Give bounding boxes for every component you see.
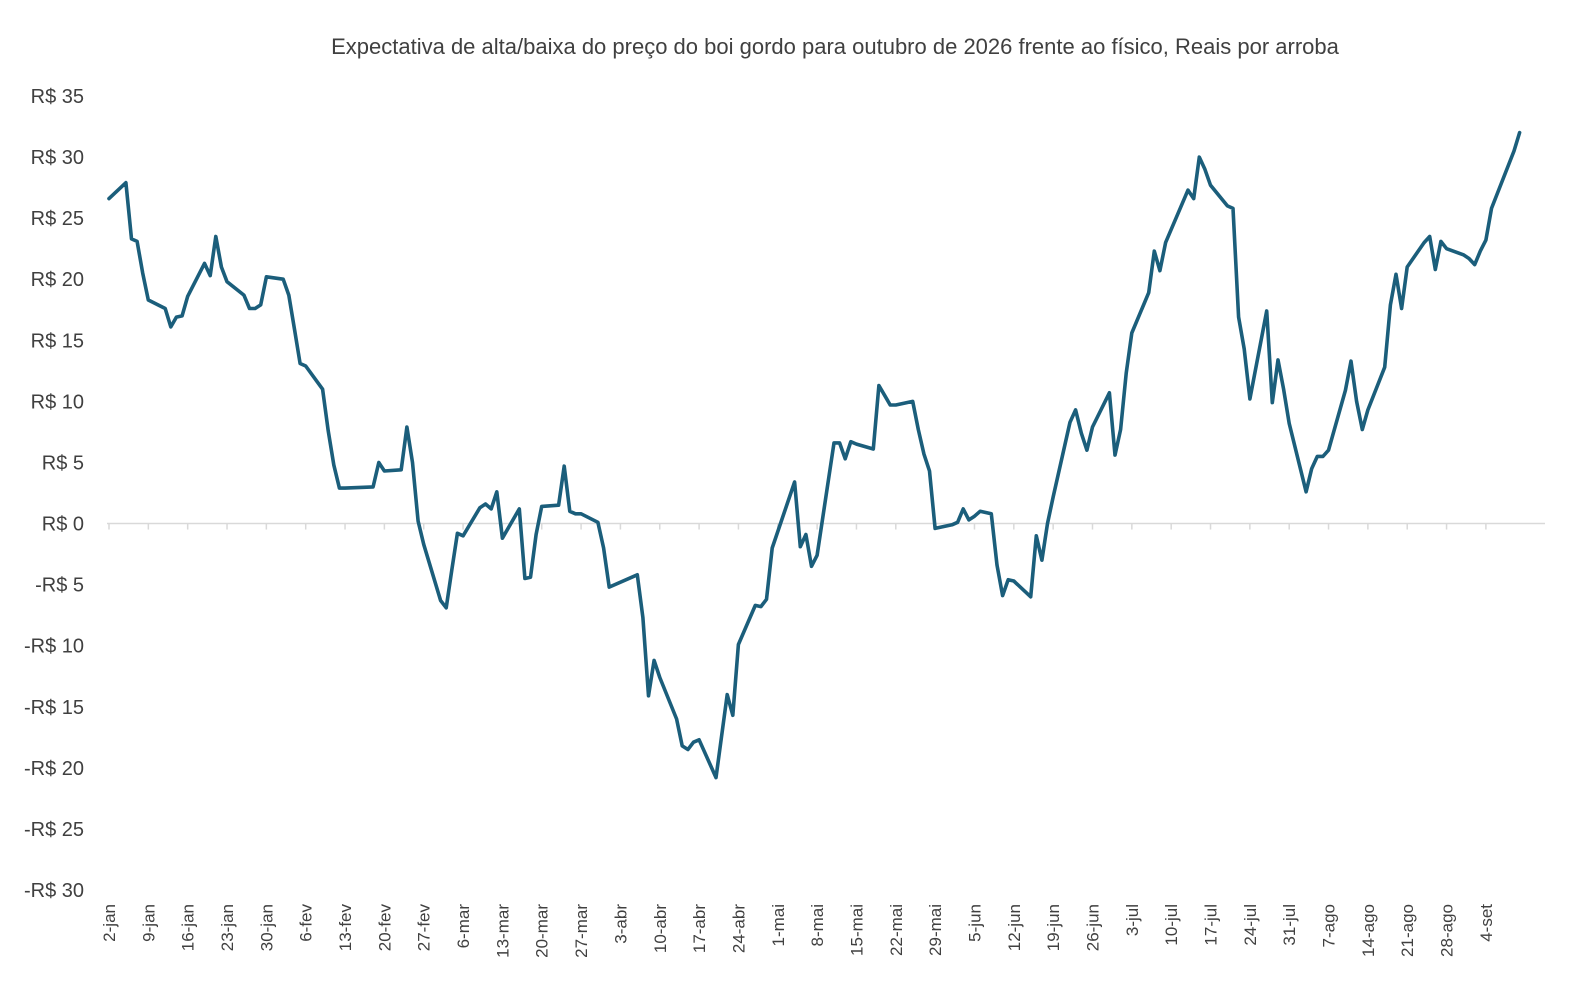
x-tick-label: 17-jul xyxy=(1202,904,1221,946)
y-tick-label: -R$ 20 xyxy=(24,758,84,780)
x-tick-label: 22-mai xyxy=(887,904,906,956)
x-tick-label: 30-jan xyxy=(257,904,276,951)
x-tick-label: 1-mai xyxy=(769,904,788,947)
x-tick-label: 5-jun xyxy=(965,904,984,942)
x-axis: 2-jan 9-jan 16-jan 23-jan 30-jan 6-fev 13-fev 2… xyxy=(100,523,1496,958)
x-tick-label: 8-mai xyxy=(808,904,827,947)
x-tick-label: 28-ago xyxy=(1438,904,1457,957)
x-tick-label: 6-mar xyxy=(454,904,473,949)
x-tick-label: 6-fev xyxy=(297,904,316,942)
x-tick-label: 10-abr xyxy=(651,904,670,953)
x-tick-label: 27-mar xyxy=(572,904,591,958)
x-tick-label: 3-abr xyxy=(611,904,630,944)
x-tick-label: 19-jun xyxy=(1044,904,1063,951)
x-tick-label: 20-mar xyxy=(533,904,552,958)
y-tick-label: R$ 20 xyxy=(31,269,84,291)
y-tick-label: -R$ 30 xyxy=(24,880,84,902)
series-line xyxy=(107,130,1522,780)
y-tick-label: R$ 35 xyxy=(31,86,84,108)
x-tick-label: 27-fev xyxy=(415,904,434,952)
x-tick-label: 13-fev xyxy=(336,904,355,952)
x-tick-label: 31-jul xyxy=(1280,904,1299,946)
y-tick-label: -R$ 15 xyxy=(24,697,84,719)
x-tick-label: 14-ago xyxy=(1359,904,1378,957)
chart-title: Expectativa de alta/baixa do preço do bo… xyxy=(331,34,1340,59)
x-tick-label: 13-mar xyxy=(493,904,512,958)
x-tick-label: 2-jan xyxy=(100,904,119,942)
x-tick-label: 7-ago xyxy=(1320,904,1339,947)
y-tick-label: R$ 30 xyxy=(31,147,84,169)
x-tick-label: 12-jun xyxy=(1005,904,1024,951)
y-tick-label: R$ 15 xyxy=(31,330,84,352)
y-tick-label: -R$ 25 xyxy=(24,819,84,841)
x-tick-label: 29-mai xyxy=(926,904,945,956)
x-tick-label: 21-ago xyxy=(1398,904,1417,957)
x-tick-label: 3-jul xyxy=(1123,904,1142,936)
x-tick-label: 4-set xyxy=(1477,904,1496,942)
y-tick-label: -R$ 5 xyxy=(35,575,84,597)
y-tick-label: -R$ 10 xyxy=(24,636,84,658)
x-tick-label: 26-jun xyxy=(1084,904,1103,951)
y-axis: R$ 35 R$ 30 R$ 25 R$ 20 R$ 15 R$ 10 R$ 5 R$ 0 -R… xyxy=(24,86,84,902)
x-tick-label: 24-abr xyxy=(729,904,748,953)
x-tick-label: 17-abr xyxy=(690,904,709,953)
x-tick-label: 9-jan xyxy=(139,904,158,942)
x-tick-label: 10-jul xyxy=(1162,904,1181,946)
x-tick-label: 16-jan xyxy=(179,904,198,951)
x-tick-label: 23-jan xyxy=(218,904,237,951)
y-tick-label: R$ 0 xyxy=(42,514,84,536)
y-tick-label: R$ 5 xyxy=(42,452,84,474)
x-tick-label: 24-jul xyxy=(1241,904,1260,946)
x-tick-label: 20-fev xyxy=(375,904,394,952)
y-tick-label: R$ 25 xyxy=(31,208,84,230)
y-tick-label: R$ 10 xyxy=(31,391,84,413)
x-tick-label: 15-mai xyxy=(847,904,866,956)
